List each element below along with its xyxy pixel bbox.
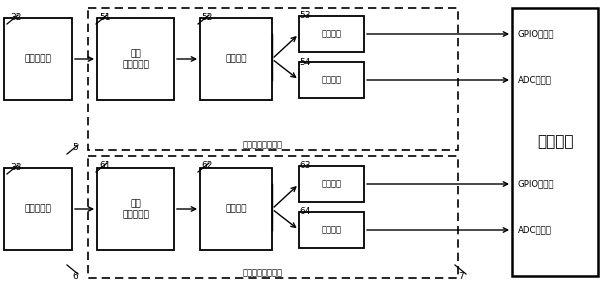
Text: 51: 51 [99,13,111,22]
Bar [4,18,72,100]
Text: GPIO输入一: GPIO输入一 [518,29,554,38]
Text: 比较器一: 比较器一 [321,30,341,38]
Text: 滤波器一: 滤波器一 [225,55,247,63]
Text: 微处理器: 微处理器 [537,135,573,150]
Text: 52: 52 [201,13,213,22]
Bar [512,8,598,276]
Text: 7: 7 [458,272,464,281]
Text: 61: 61 [99,161,111,170]
Text: 跟随器二: 跟随器二 [321,226,341,234]
Bar [299,212,364,248]
Text: 62: 62 [201,161,213,170]
Text: 64: 64 [299,207,311,216]
Text: 跟随器一: 跟随器一 [321,75,341,84]
Bar [299,62,364,98]
Text: 63: 63 [299,161,311,170]
Text: 声音传感器: 声音传感器 [25,55,51,63]
Bar [200,18,272,100]
Text: 6: 6 [72,272,78,281]
Text: ADC输入一: ADC输入一 [518,75,552,84]
Text: 振动
信号放大器: 振动 信号放大器 [122,199,149,219]
Text: 比较器二: 比较器二 [321,179,341,189]
Text: 滤波器二: 滤波器二 [225,205,247,214]
Bar [4,168,72,250]
Text: ADC输入二: ADC输入二 [518,225,552,234]
Bar [97,18,174,100]
Bar [88,8,458,150]
Bar [299,16,364,52]
Text: 声音频道处理模块: 声音频道处理模块 [243,140,283,149]
Text: 33: 33 [10,163,22,172]
Text: GPIO输入二: GPIO输入二 [518,179,554,188]
Text: 54: 54 [299,58,311,67]
Bar [299,166,364,202]
Text: 5: 5 [72,143,78,152]
Bar [200,168,272,250]
Bar [97,168,174,250]
Text: 53: 53 [299,11,311,20]
Bar [88,156,458,278]
Text: 声音
信号放大器: 声音 信号放大器 [122,49,149,69]
Text: 32: 32 [10,13,22,22]
Text: 声压振动处理模块: 声压振动处理模块 [243,268,283,277]
Text: 振动传感器: 振动传感器 [25,205,51,214]
